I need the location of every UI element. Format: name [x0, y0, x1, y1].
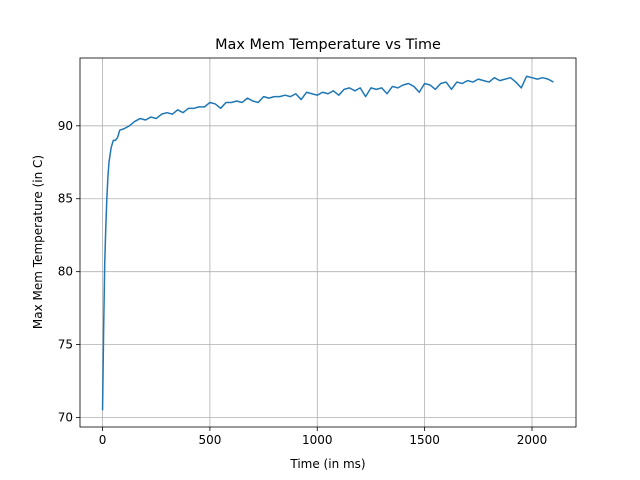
line: [101, 75, 554, 411]
y-tick-label: 90: [58, 119, 73, 133]
y-tick-label: 70: [58, 411, 73, 425]
x-axis-label: Time (in ms): [289, 457, 365, 471]
x-tick-label: 1000: [302, 433, 333, 447]
y-tick-label: 85: [58, 192, 73, 206]
axes-frame: [79, 57, 577, 428]
x-tick-label: 1500: [409, 433, 440, 447]
x-tick-label: 500: [198, 433, 221, 447]
y-tick-label: 80: [58, 265, 73, 279]
x-tick-label: 2000: [517, 433, 548, 447]
x-tick-label: 0: [99, 433, 107, 447]
y-tick-label: 75: [58, 338, 73, 352]
y-axis-label: Max Mem Temperature (in C): [31, 155, 45, 329]
chart-title: Max Mem Temperature vs Time: [215, 37, 441, 53]
